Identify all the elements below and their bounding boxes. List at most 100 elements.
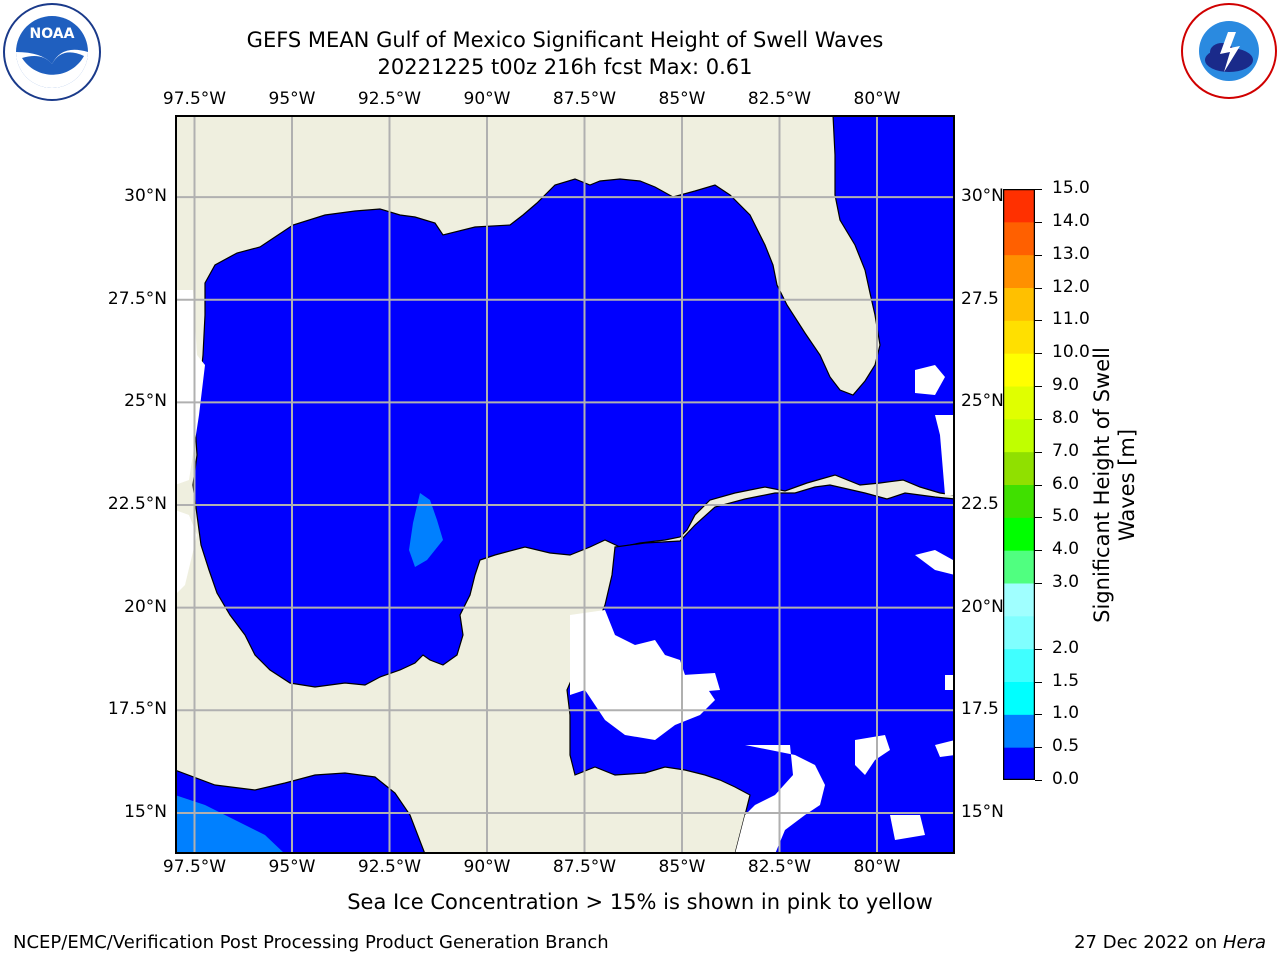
map-frame: [175, 115, 955, 854]
colorbar-tick-mark: [1035, 484, 1042, 486]
colorbar-tick-label: 1.0: [1052, 703, 1080, 724]
colorbar-tick-label: 4.0: [1052, 539, 1080, 560]
colorbar-tick-mark: [1035, 189, 1042, 190]
colorbar-tick-label: 0.0: [1052, 769, 1080, 789]
lon-tick-label: 82.5°W: [747, 89, 812, 109]
colorbar-tick-mark: [1035, 714, 1042, 716]
noaa-logo-icon: NOAA: [2, 2, 102, 102]
lat-tick-label: 22.5°N: [107, 494, 167, 515]
lon-tick-label: 87.5°W: [552, 857, 617, 877]
map-title: GEFS MEAN Gulf of Mexico Significant Hei…: [246, 28, 884, 52]
lon-tick-label: 97.5°W: [162, 857, 227, 877]
colorbar-tick-label: 1.5: [1052, 670, 1080, 691]
lon-tick-label: 90°W: [463, 89, 511, 109]
colorbar-segment: [1003, 517, 1035, 551]
colorbar-segment: [1003, 418, 1035, 453]
colorbar-segment: [1003, 747, 1035, 781]
lat-tick-label: 25°N: [124, 391, 167, 412]
lon-tick-label: 90°W: [463, 857, 511, 877]
colorbar-tick-mark: [1035, 780, 1042, 781]
lon-tick-label: 85°W: [658, 89, 706, 109]
svg-text:NOAA: NOAA: [30, 26, 75, 42]
colorbar-label: Significant Height of Swell Waves [m]: [1090, 347, 1139, 623]
colorbar-tick-label: 14.0: [1052, 210, 1090, 231]
lon-tick-label: 82.5°W: [747, 857, 812, 877]
colorbar-segment: [1003, 550, 1035, 584]
lon-tick-label: 87.5°W: [552, 89, 617, 109]
colorbar-tick-label: 11.0: [1052, 309, 1090, 330]
colorbar: [1002, 188, 1036, 781]
colorbar-tick-mark: [1035, 287, 1042, 289]
map-subtitle: 20221225 t00z 216h fcst Max: 0.61: [377, 55, 753, 79]
map-gridlines: [175, 115, 955, 854]
colorbar-tick-label: 15.0: [1052, 178, 1090, 198]
colorbar-tick-mark: [1035, 221, 1042, 223]
colorbar-scale: [1002, 188, 1036, 781]
colorbar-segment: [1003, 484, 1035, 518]
colorbar-tick-label: 2.0: [1052, 637, 1080, 658]
lon-tick-label: 92.5°W: [357, 89, 422, 109]
lat-tick-label: 15°N: [124, 801, 167, 822]
map-panel: [174, 114, 956, 855]
colorbar-tick-mark: [1035, 353, 1042, 355]
colorbar-tick-label: 0.5: [1052, 736, 1080, 757]
colorbar-segment: [1003, 583, 1035, 617]
lon-tick-label: 92.5°W: [357, 857, 422, 877]
colorbar-tick-mark: [1035, 451, 1042, 453]
lat-tick-label-right: 27.5: [961, 288, 999, 309]
colorbar-tick-label: 5.0: [1052, 506, 1080, 527]
lon-tick-label: 85°W: [658, 857, 706, 877]
lat-tick-label: 27.5°N: [107, 288, 167, 309]
footer-branch: NCEP/EMC/Verification Post Processing Pr…: [13, 932, 609, 953]
colorbar-segment: [1003, 615, 1035, 650]
colorbar-tick-label: 9.0: [1052, 375, 1080, 395]
lon-tick-label: 80°W: [853, 857, 901, 877]
colorbar-tick-mark: [1035, 320, 1042, 322]
colorbar-tick-mark: [1035, 550, 1042, 552]
colorbar-segment: [1003, 681, 1035, 715]
nws-logo-icon: [1180, 2, 1278, 100]
colorbar-segment: [1003, 648, 1035, 682]
footer-date: 27 Dec 2022 on Hera: [1074, 932, 1266, 953]
lon-tick-label: 95°W: [268, 857, 316, 877]
colorbar-tick-mark: [1035, 517, 1042, 519]
colorbar-tick-mark: [1035, 254, 1042, 256]
colorbar-tick-label: 13.0: [1052, 243, 1090, 264]
colorbar-segment: [1003, 320, 1035, 354]
colorbar-tick-mark: [1035, 681, 1042, 683]
footer-date-text: 27 Dec 2022 on: [1074, 932, 1223, 953]
lat-tick-label: 17.5°N: [107, 699, 167, 720]
gulf-ocean-region: [192, 114, 956, 688]
colorbar-frame: [1002, 188, 1036, 781]
lon-tick-label: 95°W: [268, 89, 316, 109]
lat-tick-label-right: 20°N: [961, 596, 1004, 617]
colorbar-tick-label: 6.0: [1052, 473, 1080, 494]
colorbar-segment: [1003, 287, 1035, 321]
lat-tick-label-right: 22.5: [961, 494, 999, 515]
colorbar-tick-label: 7.0: [1052, 440, 1080, 461]
swell-patch-pacific: [175, 795, 285, 854]
colorbar-segment: [1003, 386, 1035, 420]
colorbar-segment: [1003, 714, 1035, 748]
colorbar-tick-label: 8.0: [1052, 407, 1080, 428]
missing-data-patches: [175, 290, 955, 854]
lat-tick-label-right: 15°N: [961, 801, 1004, 822]
gulf-of-mexico-map: [174, 114, 956, 855]
lat-tick-label-right: 25°N: [961, 391, 1004, 412]
colorbar-tick-mark: [1035, 386, 1042, 387]
footer-host: Hera: [1222, 932, 1266, 953]
colorbar-tick-label: 12.0: [1052, 276, 1090, 297]
colorbar-segment: [1003, 254, 1035, 288]
colorbar-tick-mark: [1035, 648, 1042, 650]
colorbar-segment: [1003, 451, 1035, 485]
colorbar-tick-mark: [1035, 747, 1042, 749]
lat-tick-label: 20°N: [124, 596, 167, 617]
lat-tick-label: 30°N: [124, 186, 167, 207]
lon-tick-label: 97.5°W: [162, 89, 227, 109]
lat-tick-label-right: 17.5: [961, 699, 999, 720]
colorbar-segment: [1003, 221, 1035, 256]
colorbar-segment: [1003, 353, 1035, 387]
colorbar-tick-label: 10.0: [1052, 342, 1090, 363]
lon-tick-label: 80°W: [853, 89, 901, 109]
lat-tick-label-right: 30°N: [961, 186, 1004, 207]
